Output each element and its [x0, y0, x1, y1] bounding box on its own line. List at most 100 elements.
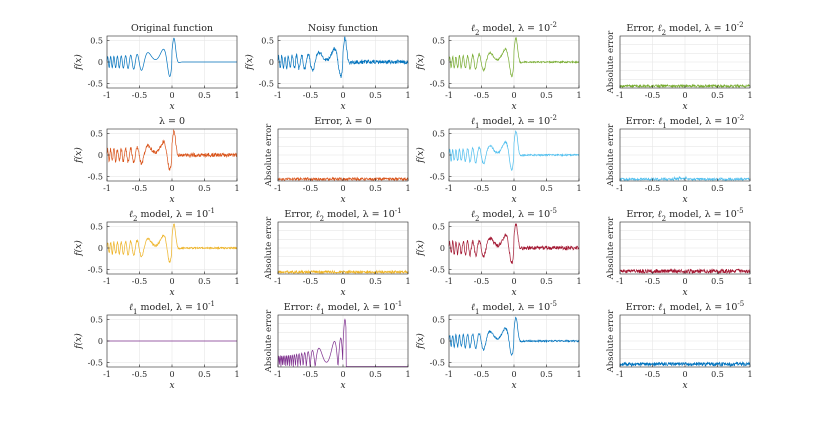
x-tick-label: 0.5	[711, 370, 724, 379]
x-tick-label: 0	[169, 277, 174, 286]
x-tick-label: 0	[511, 91, 516, 100]
y-tick-label: -0.5	[88, 266, 103, 275]
x-axis-label: x	[511, 288, 516, 298]
x-tick-label: -1	[616, 370, 624, 379]
x-tick-label: -0.5	[303, 91, 318, 100]
x-tick-label: 1	[234, 370, 239, 379]
x-tick-label: 0.5	[198, 184, 211, 193]
x-tick-label: -0.5	[303, 277, 318, 286]
subplot-p9: -1 -0.5 0 0.5 1x0.50-0.5f(x)ℓ2 model, λ = 10…	[73, 207, 240, 298]
x-tick-label: 0	[682, 91, 687, 100]
subplot-p7: -1 -0.5 0 0.5 1x0.50-0.5f(x)ℓ1 model, λ = 10…	[415, 114, 582, 205]
subplot-title: Error, ℓ2 model, λ = 10-2	[626, 21, 743, 37]
x-axis-label: x	[682, 381, 687, 391]
x-tick-label: -1	[616, 184, 624, 193]
x-tick-label: -1	[445, 370, 453, 379]
y-tick-label: 0	[440, 337, 445, 346]
x-tick-label: -0.5	[303, 370, 318, 379]
x-tick-label: 1	[234, 277, 239, 286]
subplot-p4: -1 -0.5 0 0.5 1 x Absolute error Error, ℓ2 mode…	[606, 21, 753, 112]
series-line	[106, 37, 237, 77]
x-tick-label: -0.5	[474, 277, 489, 286]
x-tick-label: 0	[340, 370, 345, 379]
y-tick-label: 0	[98, 244, 103, 253]
subplot-p13: -1 -0.5 0 0.5 1x0.50-0.5f(x)ℓ1 model, λ = 10…	[73, 300, 240, 391]
x-tick-label: 0	[169, 370, 174, 379]
y-axis-label: Absolute error	[606, 123, 616, 188]
subplot-title: ℓ2 model, λ = 10-2	[471, 21, 557, 37]
y-tick-label: 0	[269, 58, 274, 67]
x-tick-label: 1	[405, 184, 410, 193]
x-tick-label: 1	[405, 370, 410, 379]
x-axis-label: x	[169, 102, 174, 112]
x-tick-label: 1	[405, 91, 410, 100]
subplot-title: ℓ2 model, λ = 10-1	[129, 207, 215, 223]
x-axis-label: x	[511, 195, 516, 205]
y-tick-label: 0	[98, 58, 103, 67]
y-axis-label: f(x)	[73, 240, 84, 257]
subplot-p15: -1 -0.5 0 0.5 1x0.50-0.5f(x)ℓ1 model, λ = 10…	[415, 300, 582, 391]
x-tick-label: 0	[511, 184, 516, 193]
y-tick-label: 0.5	[432, 315, 445, 324]
y-tick-label: -0.5	[88, 80, 103, 89]
x-tick-label: -1	[274, 277, 282, 286]
y-tick-label: 0	[440, 244, 445, 253]
subplot-title: Error: ℓ1 model, λ = 10-5	[626, 300, 744, 316]
x-tick-label: 0	[169, 91, 174, 100]
x-tick-label: -1	[103, 91, 111, 100]
y-axis-label: f(x)	[73, 333, 84, 350]
x-tick-label: -1	[445, 277, 453, 286]
x-axis-label: x	[340, 102, 345, 112]
y-axis-label: Absolute error	[606, 216, 616, 281]
x-axis-label: x	[682, 195, 687, 205]
subplot-title: Original function	[131, 23, 213, 34]
x-tick-label: 1	[576, 370, 581, 379]
x-axis-label: x	[682, 288, 687, 298]
y-tick-label: -0.5	[88, 359, 103, 368]
x-tick-label: -0.5	[645, 91, 660, 100]
x-tick-label: 0.5	[711, 91, 724, 100]
x-tick-label: 0.5	[540, 91, 553, 100]
y-axis-label: f(x)	[415, 240, 426, 257]
y-tick-label: 0.5	[90, 36, 103, 45]
x-tick-label: 1	[234, 184, 239, 193]
y-axis-label: f(x)	[73, 147, 84, 164]
x-tick-label: 1	[405, 277, 410, 286]
x-tick-label: 1	[576, 184, 581, 193]
y-tick-label: -0.5	[430, 173, 445, 182]
series-line	[448, 316, 580, 357]
y-tick-label: 0.5	[90, 222, 103, 231]
x-tick-label: 1	[576, 277, 581, 286]
x-tick-label: 0	[340, 91, 345, 100]
x-tick-label: 0.5	[369, 91, 382, 100]
x-tick-label: 0	[511, 277, 516, 286]
subplot-p11: -1 -0.5 0 0.5 1x0.50-0.5f(x)ℓ2 model, λ = 10…	[415, 207, 582, 298]
x-tick-label: 0.5	[711, 277, 724, 286]
x-tick-label: 0.5	[198, 91, 211, 100]
subplot-title: λ = 0	[159, 116, 185, 127]
x-tick-label: 1	[747, 370, 752, 379]
x-tick-label: -0.5	[132, 91, 147, 100]
y-tick-label: 0.5	[90, 315, 103, 324]
subplot-p10: -1 -0.5 0 0.5 1 x Absolute error Error, ℓ2 mode…	[264, 207, 411, 298]
y-axis-label: f(x)	[244, 54, 255, 71]
x-tick-label: 0.5	[540, 277, 553, 286]
x-tick-label: 1	[747, 277, 752, 286]
x-tick-label: 0.5	[369, 184, 382, 193]
x-axis-label: x	[511, 381, 516, 391]
y-axis-label: f(x)	[73, 54, 84, 71]
x-tick-label: 0	[340, 184, 345, 193]
x-tick-label: -0.5	[474, 184, 489, 193]
x-tick-label: 0.5	[198, 277, 211, 286]
x-tick-label: 0.5	[369, 277, 382, 286]
x-tick-label: -1	[274, 184, 282, 193]
x-tick-label: -1	[445, 91, 453, 100]
subplot-p16: -1 -0.5 0 0.5 1 x Absolute error Error: ℓ1 mode…	[606, 300, 753, 391]
y-tick-label: -0.5	[430, 266, 445, 275]
subplot-p8: -1 -0.5 0 0.5 1 x Absolute error Error: ℓ1 mode…	[606, 114, 753, 205]
x-tick-label: 0	[682, 184, 687, 193]
subplot-p1: -1 -0.5 0 0.5 1x0.50-0.5f(x)Original functio…	[73, 23, 240, 112]
y-tick-label: 0.5	[432, 222, 445, 231]
x-tick-label: -0.5	[645, 277, 660, 286]
